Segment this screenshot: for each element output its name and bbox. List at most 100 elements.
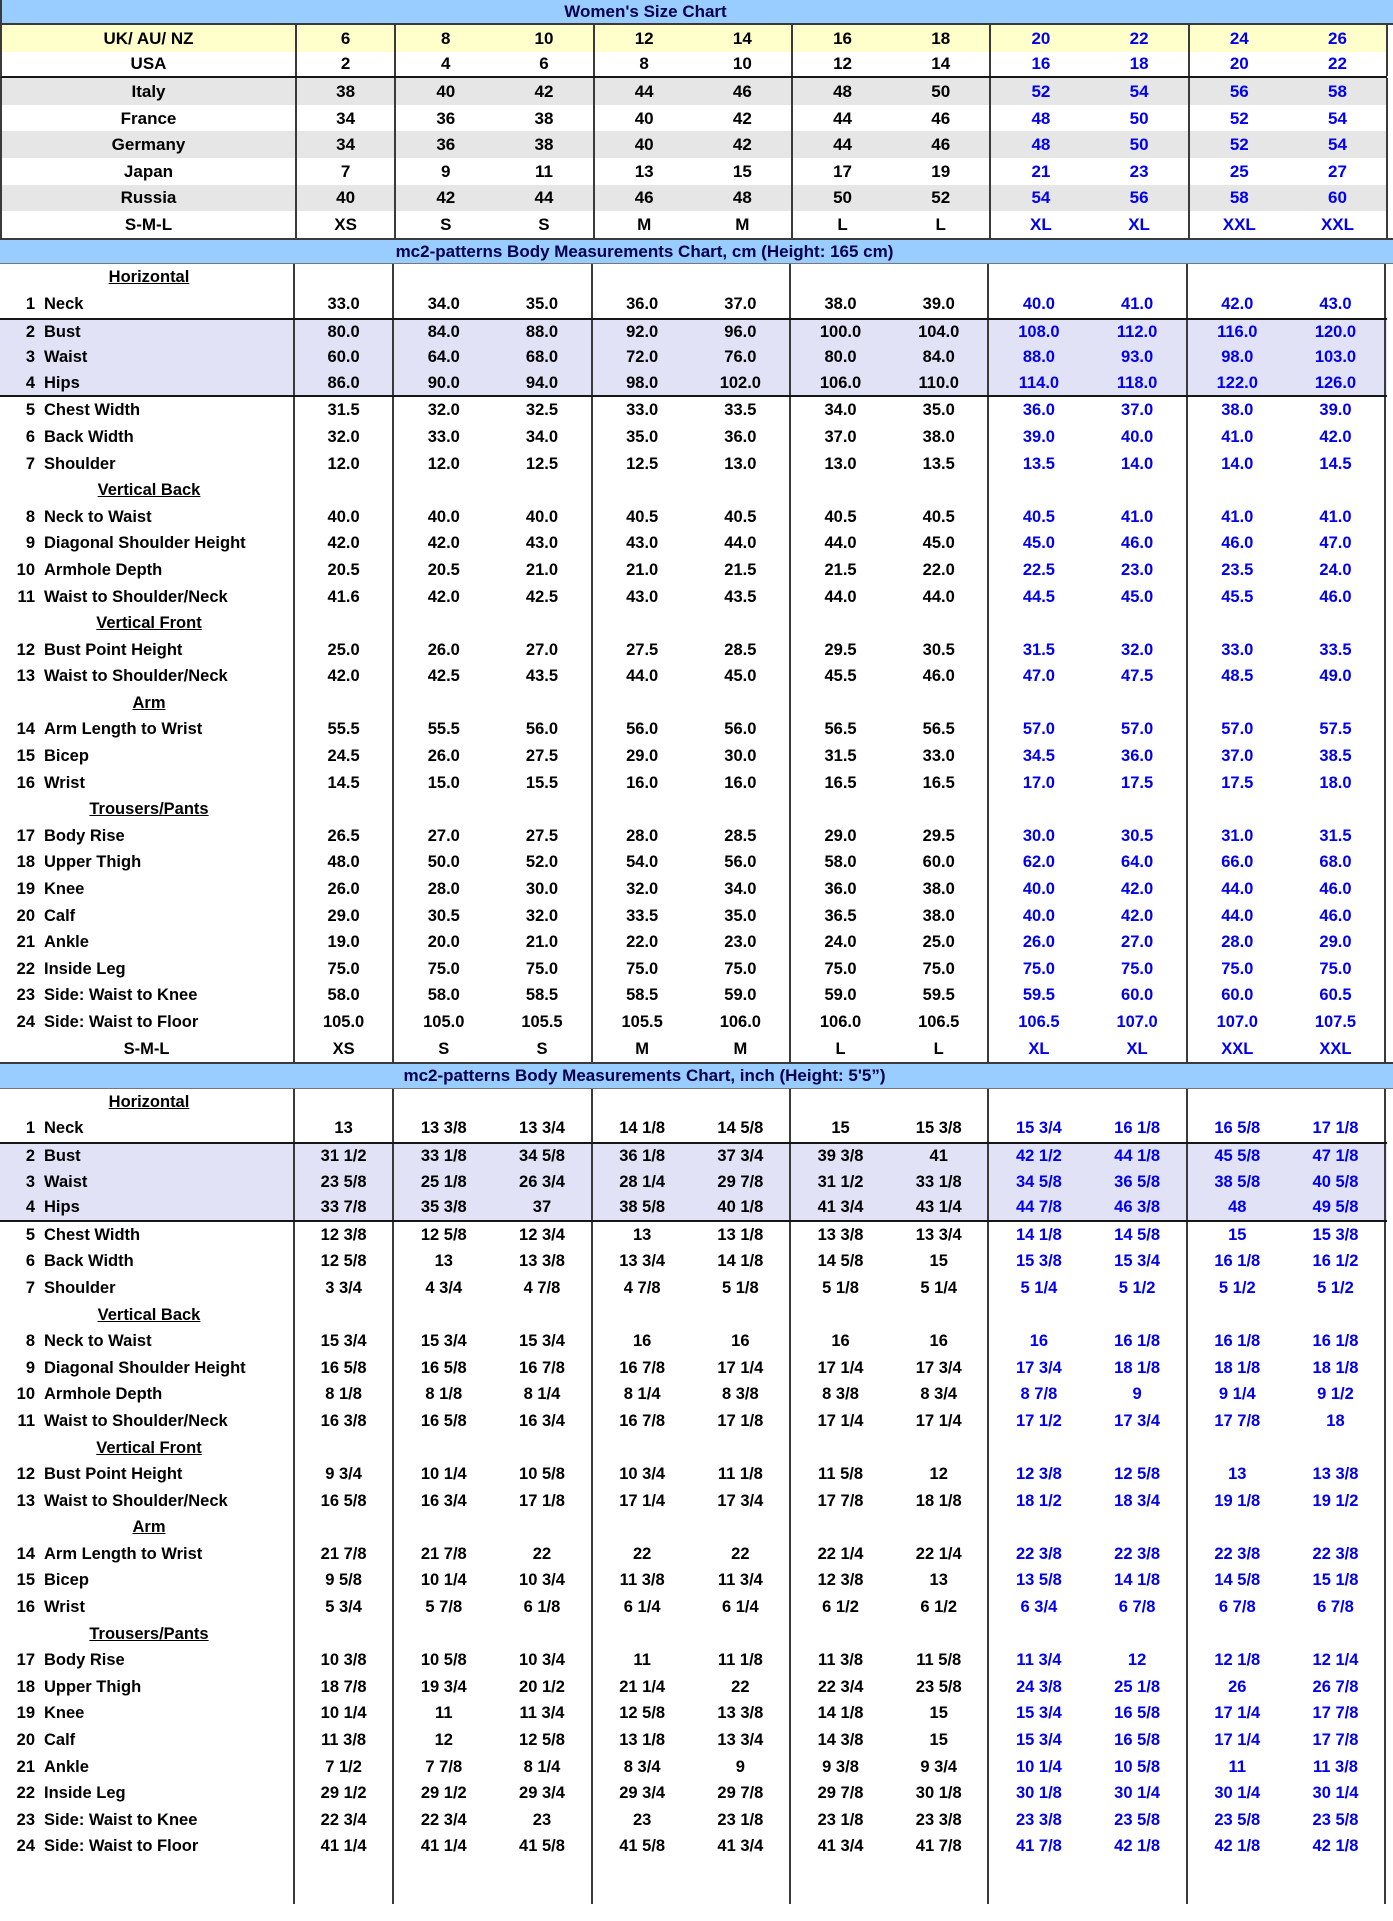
value-cell: 56.0 xyxy=(493,716,593,744)
value-cell: 40 xyxy=(436,81,456,101)
value-cell: 6 xyxy=(495,51,595,77)
value-cell: 44 xyxy=(833,108,852,128)
value-cell: 5 3/4 xyxy=(295,1594,395,1621)
value-cell: 28.0 xyxy=(427,880,460,899)
value-cell: 32.0 xyxy=(295,423,395,451)
value-cell: 23 xyxy=(493,1806,593,1834)
value-cell xyxy=(1188,1434,1287,1461)
value-cell xyxy=(394,1434,493,1461)
value-cell: 21.0 xyxy=(626,560,659,579)
value-cell: 23 5/8 xyxy=(890,1673,990,1701)
value-cell: 31.5 xyxy=(1287,822,1387,850)
value-cell: 116.0 xyxy=(1217,322,1258,341)
value-cell: 8 1/8 xyxy=(425,1385,463,1404)
measurement-row: 10 Armhole Depth 8 1/8 8 1/8 8 1/4 8 1/4 8 3/8… xyxy=(0,1381,1387,1408)
value-cell xyxy=(791,796,890,823)
value-cell: 10 3/4 xyxy=(493,1567,593,1595)
size-row: France 34 36 38 40 42 44 46 48 50 52 54 xyxy=(0,104,1389,132)
value-cell: 18 1/8 xyxy=(1089,1354,1188,1382)
value-cell: 8 1/4 xyxy=(493,1753,593,1781)
value-cell: 38 5/8 xyxy=(1214,1172,1261,1191)
value-cell: 22.5 xyxy=(1022,560,1055,579)
value-cell: 35 3/8 xyxy=(420,1198,467,1217)
value-cell: 31.5 xyxy=(1022,640,1055,659)
value-cell: 12 5/8 xyxy=(493,1727,593,1754)
value-cell: 39.0 xyxy=(890,290,990,318)
value-cell xyxy=(989,1434,1088,1461)
value-cell: 16 xyxy=(1029,1332,1049,1351)
value-cell: 57.0 xyxy=(1022,720,1055,739)
value-cell: 52 xyxy=(1229,135,1249,155)
value-cell xyxy=(295,1434,395,1462)
value-cell: 62.0 xyxy=(1022,853,1055,872)
measurement-row: 8 Neck to Waist 40.0 40.0 40.0 40.5 40.5 40.5 40… xyxy=(0,503,1387,531)
subsection-row: Arm xyxy=(0,1514,1387,1541)
page-title: Women's Size Chart xyxy=(564,1,727,21)
value-cell: 43.0 xyxy=(626,534,659,553)
value-cell xyxy=(493,796,593,823)
value-cell: 60.0 xyxy=(1221,986,1254,1005)
value-cell: 14.0 xyxy=(1089,450,1188,478)
value-cell: 18.0 xyxy=(1287,769,1387,797)
value-cell xyxy=(791,1302,890,1329)
value-cell: 37.0 xyxy=(1089,397,1188,424)
value-cell: 30 1/4 xyxy=(1089,1780,1188,1807)
value-cell: M xyxy=(635,1039,650,1058)
value-cell xyxy=(1188,477,1287,504)
value-cell xyxy=(493,264,593,291)
value-cell xyxy=(295,796,395,823)
cm-section-title: mc2-patterns Body Measurements Chart, cm… xyxy=(395,241,894,261)
value-cell: 16 3/4 xyxy=(493,1407,593,1435)
value-cell: 46 3/8 xyxy=(1089,1195,1188,1220)
value-cell: 41 1/4 xyxy=(295,1833,395,1860)
value-cell: 26 xyxy=(1289,25,1389,52)
value-cell: 35.0 xyxy=(890,397,990,424)
measurement-row: 22 Inside Leg 29 1/2 29 1/2 29 3/4 29 3/4 29 7… xyxy=(0,1780,1387,1807)
measurement-row: 24 Side: Waist to Floor 41 1/4 41 1/4 41 5/8… xyxy=(0,1833,1387,1860)
value-cell: 27.5 xyxy=(493,822,593,850)
value-cell: 58.0 xyxy=(427,986,460,1005)
value-cell: 12 5/8 xyxy=(1089,1461,1188,1488)
value-cell: XXL xyxy=(1221,1039,1254,1058)
value-cell: 34 xyxy=(297,131,397,158)
value-cell xyxy=(890,1434,990,1462)
value-cell: 23.0 xyxy=(692,929,791,956)
value-cell: 36 5/8 xyxy=(1089,1168,1188,1196)
value-cell: 8 1/4 xyxy=(623,1385,661,1404)
value-cell: 17 7/8 xyxy=(1287,1727,1387,1754)
value-cell: 57.5 xyxy=(1287,716,1387,744)
value-cell: 13 1/8 xyxy=(619,1731,666,1750)
value-cell: 46.0 xyxy=(1287,902,1387,930)
value-cell xyxy=(493,610,593,637)
value-cell: 40.0 xyxy=(1089,423,1188,451)
value-cell: 56.5 xyxy=(890,716,990,744)
measurement-row: 17 Body Rise 26.5 27.0 27.5 28.0 28.5 29.0 29.5 3… xyxy=(0,822,1387,850)
value-cell: 28 1/4 xyxy=(619,1172,666,1191)
value-cell: 15 3/8 xyxy=(1287,1221,1387,1249)
cm-section-header: mc2-patterns Body Measurements Chart, cm… xyxy=(0,237,1393,265)
value-cell: 15.0 xyxy=(427,773,460,792)
value-cell: 24 xyxy=(1229,28,1249,48)
region-label: Russia xyxy=(2,184,297,212)
value-cell: 75.0 xyxy=(692,955,791,983)
value-cell: 66.0 xyxy=(1221,853,1254,872)
value-cell xyxy=(989,690,1088,717)
value-cell: 16 3/8 xyxy=(295,1407,395,1435)
value-cell xyxy=(593,1089,692,1116)
value-cell: 50 xyxy=(833,188,852,208)
value-cell: 16 5/8 xyxy=(1214,1119,1261,1138)
value-cell: 43.0 xyxy=(493,530,593,557)
value-cell: 25.0 xyxy=(890,929,990,956)
size-row: Russia 40 42 44 46 48 50 52 54 56 58 60 xyxy=(0,184,1389,212)
value-cell xyxy=(890,610,990,637)
value-cell: 15 3/4 xyxy=(1015,1731,1062,1750)
value-cell: 13 xyxy=(632,1225,652,1244)
measurement-label: 12 Bust Point Height xyxy=(0,636,295,664)
value-cell: 48 xyxy=(694,184,793,212)
value-cell: 25 xyxy=(1229,161,1249,181)
value-cell: 14 xyxy=(892,51,992,77)
value-cell: 28.5 xyxy=(692,822,791,850)
value-cell: 20.0 xyxy=(427,933,460,952)
value-cell xyxy=(692,796,791,823)
value-cell xyxy=(1089,689,1188,717)
